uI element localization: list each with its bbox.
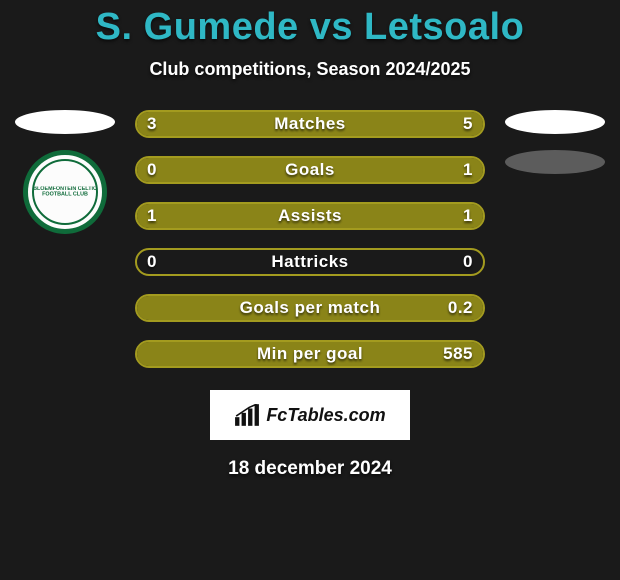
stat-label: Min per goal xyxy=(257,344,363,364)
stat-label: Matches xyxy=(274,114,346,134)
stat-row: 0.2 Goals per match xyxy=(135,294,485,322)
stat-label: Goals xyxy=(285,160,335,180)
stat-row: 0 1 Goals xyxy=(135,156,485,184)
stat-label: Goals per match xyxy=(240,298,381,318)
page-title: S. Gumede vs Letsoalo xyxy=(0,6,620,49)
stat-label: Assists xyxy=(278,206,342,226)
stat-value-left: 3 xyxy=(147,114,157,134)
badge-text: BLOEMFONTEIN CELTIC FOOTBALL CLUB xyxy=(32,187,99,198)
content-area: BLOEMFONTEIN CELTIC FOOTBALL CLUB 3 5 Matc… xyxy=(0,110,620,480)
stat-value-right: 1 xyxy=(463,206,473,226)
subtitle: Club competitions, Season 2024/2025 xyxy=(0,59,620,80)
player-silhouette-right-top xyxy=(505,110,605,134)
stat-value-right: 0.2 xyxy=(448,298,473,318)
stat-value-left: 0 xyxy=(147,160,157,180)
club-badge-left: BLOEMFONTEIN CELTIC FOOTBALL CLUB xyxy=(23,150,107,234)
stat-value-right: 585 xyxy=(443,344,473,364)
stat-row: 1 1 Assists xyxy=(135,202,485,230)
chart-icon xyxy=(234,404,260,426)
stat-value-right: 0 xyxy=(463,252,473,272)
stat-value-right: 5 xyxy=(463,114,473,134)
stat-row: 3 5 Matches xyxy=(135,110,485,138)
stat-value-left: 1 xyxy=(147,206,157,226)
stat-value-left: 0 xyxy=(147,252,157,272)
watermark-badge: FcTables.com xyxy=(210,390,410,440)
stat-row: 585 Min per goal xyxy=(135,340,485,368)
stat-row: 0 0 Hattricks xyxy=(135,248,485,276)
left-player-col: BLOEMFONTEIN CELTIC FOOTBALL CLUB xyxy=(10,110,120,234)
player-silhouette-left xyxy=(15,110,115,134)
player-silhouette-right-bottom xyxy=(505,150,605,174)
comparison-card: S. Gumede vs Letsoalo Club competitions,… xyxy=(0,0,620,580)
stat-value-right: 1 xyxy=(463,160,473,180)
right-player-col xyxy=(500,110,610,174)
stat-label: Hattricks xyxy=(271,252,348,272)
watermark-text: FcTables.com xyxy=(266,405,385,426)
stats-bars: 3 5 Matches 0 1 Goals 1 1 Assists 0 0 Hattricks 0.2 G… xyxy=(135,110,485,368)
date-label: 18 december 2024 xyxy=(0,458,620,480)
